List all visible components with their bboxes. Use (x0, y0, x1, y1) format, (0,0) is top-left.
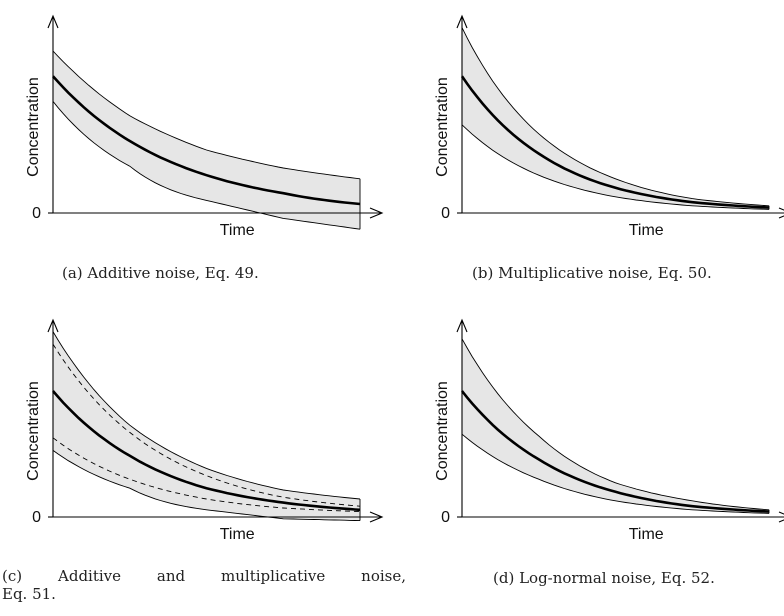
y-axis-label-b: Concentration (434, 77, 451, 177)
lower-band-line-a (52, 101, 361, 230)
y-tick-label-0-d: 0 (441, 509, 450, 526)
panel-c: 0 Time Concentration (25, 318, 384, 543)
y-axis-label-a: Concentration (25, 77, 42, 177)
noise-band-a (53, 51, 360, 230)
y-tick-label-0-b: 0 (441, 205, 450, 222)
y-axis-label-d: Concentration (434, 381, 451, 481)
y-tick-label-0-a: 0 (32, 205, 41, 222)
upper-band-line-a (52, 50, 361, 180)
caption-d: (d) Log-normal noise, Eq. 52. (493, 569, 715, 587)
x-axis-label-d: Time (629, 526, 664, 543)
caption-c-line-2: Eq. 51. (2, 585, 56, 603)
y-axis-label-c: Concentration (25, 381, 42, 481)
y-axis-arrow-c (47, 318, 59, 333)
x-axis-label-a: Time (220, 222, 255, 239)
mean-line-d (460, 390, 770, 513)
y-axis-arrow-b (456, 14, 468, 29)
caption-a: (a) Additive noise, Eq. 49. (62, 264, 259, 282)
caption-c-line-1: (c) Additive and multiplicative noise, (2, 567, 406, 585)
x-axis-label-b: Time (629, 222, 664, 239)
multiplicative-upper-dashed-line-c (52, 343, 361, 507)
upper-band-line-b (461, 27, 770, 207)
x-axis-arrow-d (778, 511, 784, 523)
mean-line-c (52, 390, 361, 512)
noise-band-b (462, 27, 769, 210)
x-axis-label-c: Time (220, 526, 255, 543)
panel-a: 0 Time Concentration (25, 14, 384, 239)
caption-c: (c) Additive and multiplicative noise, E… (2, 567, 406, 603)
y-tick-label-0-c: 0 (32, 509, 41, 526)
panel-d: 0 Time Concentration (434, 318, 784, 543)
lower-band-line-d (461, 433, 770, 514)
panel-b: 0 Time Concentration (434, 14, 784, 239)
mean-line-a (52, 75, 361, 206)
x-axis-arrow-a (369, 207, 384, 219)
x-axis-arrow-b (778, 207, 784, 219)
upper-band-line-d (461, 338, 770, 511)
y-axis-arrow-d (456, 318, 468, 333)
y-axis-arrow-a (47, 14, 59, 29)
upper-band-line-c (52, 331, 361, 500)
multiplicative-lower-dashed-line-c (52, 437, 361, 513)
caption-b: (b) Multiplicative noise, Eq. 50. (472, 264, 712, 282)
noise-band-c (53, 331, 360, 521)
noise-band-d (462, 338, 769, 514)
lower-band-line-b (461, 124, 770, 210)
lower-band-line-c (52, 450, 361, 522)
mean-line-b (460, 75, 770, 209)
x-axis-arrow-c (369, 511, 384, 523)
